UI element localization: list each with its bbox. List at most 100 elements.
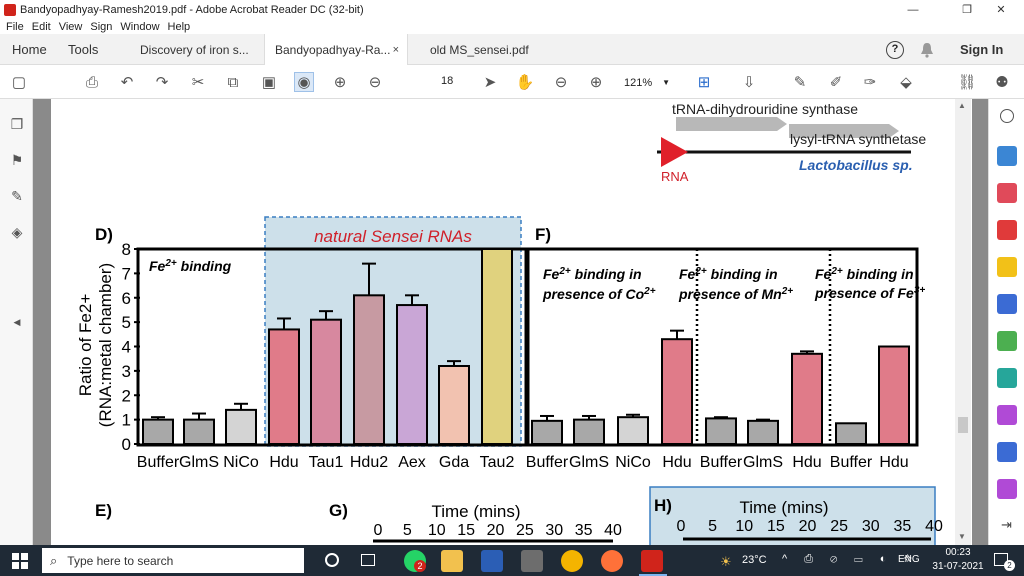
word-icon[interactable] <box>481 550 503 572</box>
scroll-thumb[interactable] <box>958 417 968 433</box>
zoom-out-icon[interactable]: ⊖ <box>554 74 568 91</box>
tray-icons[interactable]: ^ ⎙ ⊘ ▭ ◐ ✧ <box>782 553 920 565</box>
clock-date[interactable]: 31-07-2021 <box>932 561 984 572</box>
hand-icon[interactable]: ✋ <box>515 74 535 91</box>
create-pdf-icon[interactable] <box>997 183 1017 203</box>
page-up-icon[interactable]: ⊕ <box>333 74 347 91</box>
bar-buffer <box>142 418 174 445</box>
layers-icon[interactable]: ◈ <box>11 223 23 240</box>
page-display-icon[interactable]: ⊞ <box>697 74 711 91</box>
fill-sign-icon[interactable] <box>997 405 1017 425</box>
cortana-icon[interactable] <box>325 553 339 567</box>
compress-icon[interactable] <box>997 368 1017 388</box>
bar-hdu <box>268 328 300 445</box>
highlight-icon[interactable]: ✐ <box>829 74 843 91</box>
save-icon[interactable]: ▢ <box>11 74 27 91</box>
bell-icon[interactable] <box>919 42 935 58</box>
clock-time[interactable]: 00:23 <box>945 547 971 558</box>
notification-icon[interactable] <box>994 553 1008 566</box>
acrobat-app-icon <box>4 3 16 16</box>
page-down-icon[interactable]: ⊖ <box>368 74 382 91</box>
menu-bar: File Edit View Sign Window Help <box>0 19 1024 34</box>
panel-e-label: E) <box>95 501 112 520</box>
task-view-icon[interactable] <box>361 554 375 566</box>
close-button[interactable]: ✕ <box>996 4 1006 16</box>
taskbar-search-box[interactable]: ⌕ Type here to search <box>42 548 304 573</box>
scroll-up-icon[interactable]: ▲ <box>958 101 966 110</box>
scroll-mode-icon[interactable]: ⇩ <box>742 74 756 91</box>
help-icon[interactable]: ? <box>886 41 904 59</box>
attachment-icon[interactable]: ✎ <box>11 187 23 204</box>
protect-icon[interactable] <box>997 442 1017 462</box>
menu-window[interactable]: Window <box>120 20 160 33</box>
zoom-dropdown[interactable]: 121% ▼ <box>620 74 672 92</box>
menu-sign[interactable]: Sign <box>90 20 113 33</box>
tab-label: Bandyopadhyay-Ra... <box>275 42 391 57</box>
comment-icon[interactable]: ✎ <box>793 74 807 91</box>
firefox-icon[interactable] <box>601 550 623 572</box>
snapshot-icon[interactable]: ◉ <box>294 72 314 92</box>
collapse-left-icon[interactable]: ◀ <box>13 316 21 327</box>
home-tab[interactable]: Home <box>12 42 47 57</box>
x-tick-label: Hdu <box>662 454 691 471</box>
tools-tab[interactable]: Tools <box>68 42 99 57</box>
edit-pdf-icon[interactable] <box>997 220 1017 240</box>
vertical-scrollbar[interactable]: ▲ ▼ <box>955 99 971 545</box>
y-tick-label: 4 <box>122 338 131 357</box>
search-icon[interactable] <box>1000 109 1014 123</box>
scissors-icon[interactable]: ✂ <box>191 74 205 91</box>
section-co-title-1: Fe2+ binding in <box>543 266 642 283</box>
time-tick-label: 0 <box>677 518 686 535</box>
scroll-down-icon[interactable]: ▼ <box>958 532 966 541</box>
undo-icon[interactable]: ↶ <box>120 74 134 91</box>
time-tick-label: 35 <box>575 522 593 539</box>
collapse-right-icon[interactable]: ⇥ <box>1001 517 1012 532</box>
gene-arrow-dus <box>676 117 787 131</box>
tab-bandyopadhyay[interactable]: Bandyopadhyay-Ra... × <box>264 34 408 65</box>
acrobat-taskbar-icon[interactable] <box>641 550 663 572</box>
calculator-icon[interactable] <box>521 550 543 572</box>
share-link-icon[interactable]: ⛓ <box>957 74 977 91</box>
chevron-down-icon: ▼ <box>662 78 670 87</box>
minimize-button[interactable]: — <box>907 3 919 16</box>
tab-old-ms-sensei[interactable]: old MS_sensei.pdf <box>420 34 554 65</box>
gene-arrow-lysrs <box>789 124 899 138</box>
file-explorer-icon[interactable] <box>441 550 463 572</box>
cursor-icon[interactable]: ➤ <box>483 74 497 91</box>
temperature[interactable]: 23°C <box>742 554 767 566</box>
bar-tau2 <box>481 248 513 445</box>
more-tools-icon[interactable] <box>997 479 1017 499</box>
menu-edit[interactable]: Edit <box>31 20 51 33</box>
panel-h-box <box>649 486 936 545</box>
language-indicator[interactable]: ENG <box>898 554 920 565</box>
add-user-icon[interactable]: ⚉ <box>995 74 1009 91</box>
sign-in-link[interactable]: Sign In <box>960 42 1004 57</box>
restore-button[interactable]: ❐ <box>962 4 972 16</box>
x-tick-label: Buffer <box>830 454 873 471</box>
copy-icon[interactable]: ⧉ <box>227 73 239 91</box>
menu-view[interactable]: View <box>58 20 83 33</box>
chrome-icon[interactable] <box>561 550 583 572</box>
redo-icon[interactable]: ↷ <box>155 74 169 91</box>
tab-close-icon[interactable]: × <box>392 43 399 56</box>
section-mn-title-1: Fe2+ binding in <box>679 266 778 283</box>
y-tick-label: 1 <box>122 411 131 430</box>
bookmark-icon[interactable]: ⚑ <box>10 151 24 168</box>
organize-pages-icon[interactable] <box>997 331 1017 351</box>
pages-icon[interactable]: ❐ <box>10 115 24 132</box>
draw-icon[interactable]: ✑ <box>863 74 877 91</box>
document-viewport[interactable]: tRNA-dihydrouridine synthase lysyl-tRNA … <box>33 99 988 545</box>
tab-discovery[interactable]: Discovery of iron s... <box>130 34 264 65</box>
combine-files-icon[interactable] <box>997 294 1017 314</box>
stamp-icon[interactable]: ⬙ <box>900 74 912 91</box>
time-tick-label: 10 <box>735 518 753 535</box>
paste-icon[interactable]: ▣ <box>261 74 277 91</box>
windows-start-icon[interactable] <box>12 553 28 569</box>
menu-file[interactable]: File <box>6 20 24 33</box>
gene-label-lysrs: lysyl-tRNA synthetase <box>790 131 926 147</box>
export-pdf-icon[interactable] <box>997 146 1017 166</box>
comment-tool-icon[interactable] <box>997 257 1017 277</box>
zoom-in-icon[interactable]: ⊕ <box>589 74 603 91</box>
menu-help[interactable]: Help <box>167 20 191 33</box>
properties-icon[interactable]: ⎙ <box>85 73 98 91</box>
